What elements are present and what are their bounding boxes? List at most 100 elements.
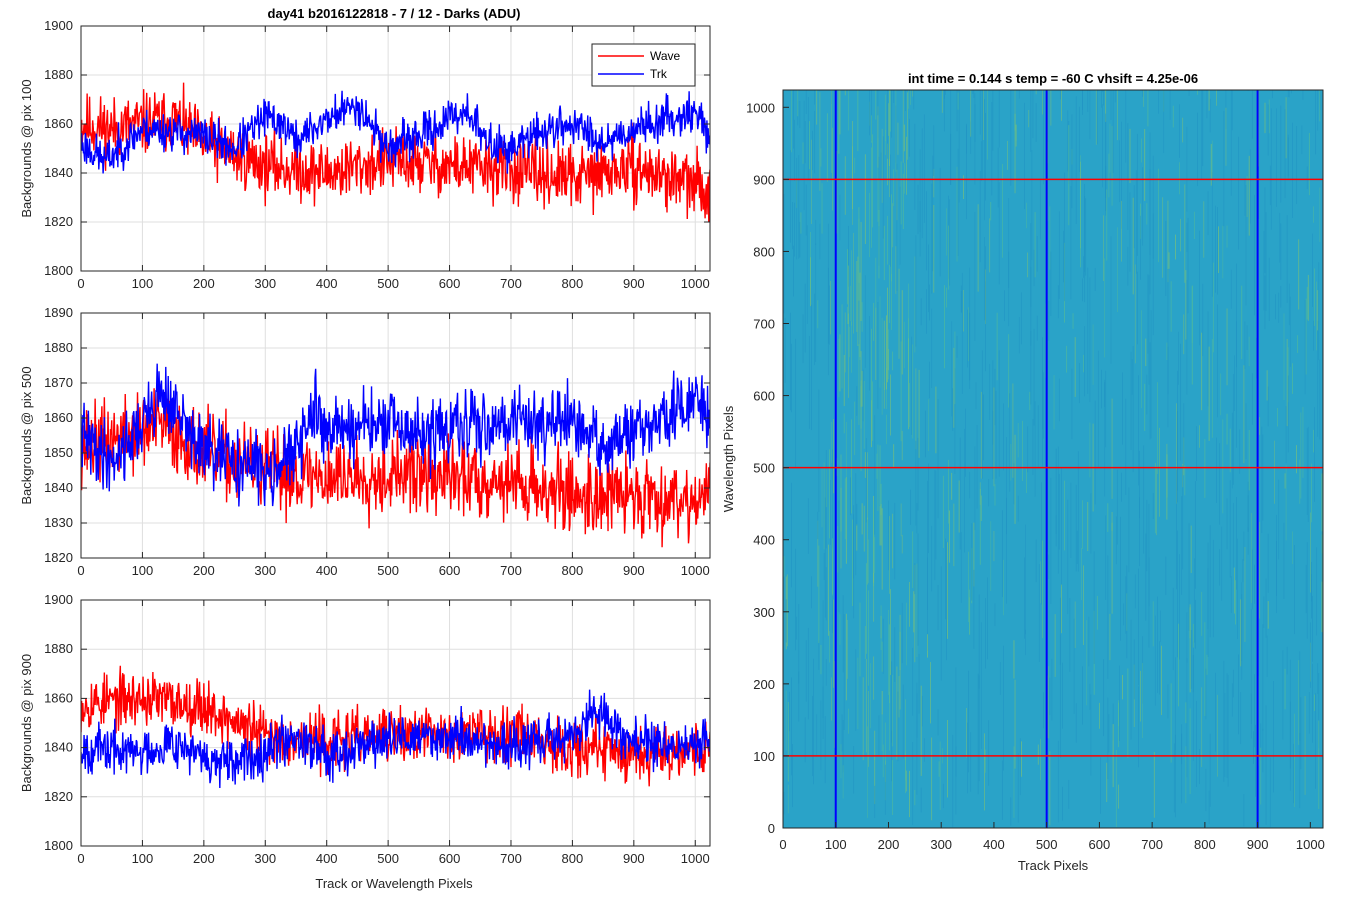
heatmap-y-axis-label: Wavelength Pixels: [721, 405, 736, 512]
heatmap-y-tick-label: 1000: [746, 100, 775, 115]
y-tick-label: 1880: [44, 67, 73, 82]
y-tick-label: 1880: [44, 340, 73, 355]
heatmap-x-tick-label: 200: [878, 837, 900, 852]
x-tick-label: 900: [623, 851, 645, 866]
heatmap-y-tick-label: 300: [753, 605, 775, 620]
x-tick-label: 600: [439, 563, 461, 578]
legend-label: Trk: [650, 67, 668, 81]
heatmap-x-tick-label: 300: [930, 837, 952, 852]
y-tick-label: 1890: [44, 305, 73, 320]
y-tick-label: 1820: [44, 550, 73, 565]
heatmap-x-tick-label: 900: [1247, 837, 1269, 852]
x-tick-label: 600: [439, 851, 461, 866]
y-tick-label: 1830: [44, 515, 73, 530]
x-tick-label: 300: [254, 276, 276, 291]
plot-pix100: 0 100 200 300 400 500 600 700 800 900 1000 1800 1820…: [19, 18, 711, 291]
series-line-trk: [81, 363, 710, 507]
heatmap-y-tick-label: 400: [753, 533, 775, 548]
heatmap-x-tick-label: 500: [1036, 837, 1058, 852]
heatmap-x-tick-label: 1000: [1296, 837, 1325, 852]
y-tick-label: 1860: [44, 690, 73, 705]
x-tick-label: 1000: [681, 563, 710, 578]
x-tick-label: 300: [254, 851, 276, 866]
heatmap-x-tick-label: 800: [1194, 837, 1216, 852]
heatmap-panel: int time = 0.144 s temp = -60 C vhsift =…: [721, 71, 1325, 873]
plot-frame: [80, 312, 711, 559]
heatmap-x-tick-label: 600: [1089, 837, 1111, 852]
legend-label: Wave: [650, 49, 681, 63]
x-tick-label: 300: [254, 563, 276, 578]
plot-pix500: 0 100 200 300 400 500 600 700 800 900 1000 1820 1830…: [19, 305, 711, 578]
x-tick-label: 900: [623, 563, 645, 578]
series-line-trk: [81, 689, 710, 789]
x-tick-label: 100: [132, 276, 154, 291]
heatmap-x-tick-label: 400: [983, 837, 1005, 852]
x-tick-label: 200: [193, 851, 215, 866]
y-axis-label: Backgrounds @ pix 500: [19, 366, 34, 504]
heatmap-y-tick-label: 900: [753, 172, 775, 187]
x-tick-label: 1000: [681, 851, 710, 866]
y-tick-label: 1800: [44, 838, 73, 853]
y-tick-label: 1860: [44, 116, 73, 131]
x-tick-label: 700: [500, 563, 522, 578]
x-tick-label: 1000: [681, 276, 710, 291]
x-tick-label: 800: [562, 851, 584, 866]
x-tick-label: 400: [316, 851, 338, 866]
plot-pix900: 0 100 200 300 400 500 600 700 800 900 1000 1800 1820…: [19, 592, 711, 866]
heatmap-y-tick-label: 200: [753, 677, 775, 692]
heatmap-y-tick-label: 600: [753, 389, 775, 404]
y-tick-label: 1850: [44, 445, 73, 460]
y-tick-label: 1800: [44, 263, 73, 278]
x-tick-label: 200: [193, 563, 215, 578]
x-tick-label: 800: [562, 563, 584, 578]
y-tick-label: 1840: [44, 480, 73, 495]
x-tick-label: 0: [77, 276, 84, 291]
x-tick-label: 700: [500, 851, 522, 866]
heatmap-y-tick-label: 0: [768, 821, 775, 836]
y-axis-label: Backgrounds @ pix 100: [19, 79, 34, 217]
y-tick-label: 1870: [44, 375, 73, 390]
plot-frame: [80, 25, 711, 272]
legend-box: [591, 43, 696, 87]
y-tick-label: 1900: [44, 592, 73, 607]
heatmap-title: int time = 0.144 s temp = -60 C vhsift =…: [908, 71, 1198, 86]
x-tick-label: 100: [132, 851, 154, 866]
x-tick-label: 400: [316, 563, 338, 578]
x-tick-label: 0: [77, 563, 84, 578]
heatmap-y-tick-label: 100: [753, 749, 775, 764]
x-tick-label: 600: [439, 276, 461, 291]
legend: Wave Trk: [591, 43, 696, 87]
heatmap-x-tick-label: 700: [1141, 837, 1163, 852]
heatmap-y-tick-label: 800: [753, 244, 775, 259]
series-line-trk: [81, 90, 710, 174]
x-tick-label: 700: [500, 276, 522, 291]
heatmap-x-tick-label: 0: [779, 837, 786, 852]
heatmap-x-axis-label: Track Pixels: [1018, 858, 1089, 873]
x-tick-label: 100: [132, 563, 154, 578]
figure-suptitle: day41 b2016122818 - 7 / 12 - Darks (ADU): [268, 6, 521, 21]
heatmap-x-tick-label: 100: [825, 837, 847, 852]
x-tick-label: 900: [623, 276, 645, 291]
heatmap-frame: [782, 89, 1324, 829]
heatmap-texture: [782, 90, 1323, 828]
heatmap-y-tick-label: 700: [753, 317, 775, 332]
series-line-wave: [81, 388, 710, 548]
heatmap-background: [783, 90, 1323, 828]
x-tick-label: 800: [562, 276, 584, 291]
x-tick-label: 0: [77, 851, 84, 866]
bottom-x-axis-label: Track or Wavelength Pixels: [315, 876, 473, 891]
x-tick-label: 200: [193, 276, 215, 291]
y-tick-label: 1840: [44, 740, 73, 755]
x-tick-label: 500: [377, 276, 399, 291]
y-tick-label: 1820: [44, 789, 73, 804]
x-tick-label: 500: [377, 563, 399, 578]
y-tick-label: 1840: [44, 165, 73, 180]
y-axis-label: Backgrounds @ pix 900: [19, 654, 34, 792]
heatmap-y-tick-label: 500: [753, 461, 775, 476]
y-tick-label: 1860: [44, 410, 73, 425]
y-tick-label: 1900: [44, 18, 73, 33]
plot-frame: [80, 599, 711, 847]
x-tick-label: 500: [377, 851, 399, 866]
y-tick-label: 1820: [44, 214, 73, 229]
